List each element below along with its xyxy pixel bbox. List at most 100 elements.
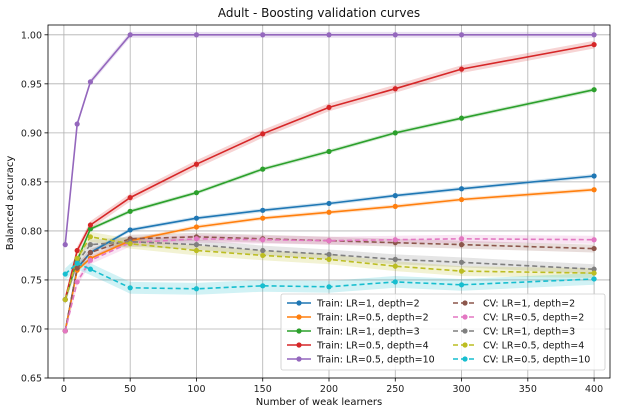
y-axis-title: Balanced accuracy [5,156,16,251]
series-line-7 [64,237,595,332]
x-tick-label: 300 [452,384,470,395]
data-point-s1-p4 [127,227,133,233]
y-tick-label: 0.85 [21,177,42,188]
data-point-s1-p9 [458,186,465,192]
data-point-s8-p5 [193,242,200,248]
data-point-s10-p8 [392,279,398,285]
data-point-s9-p7 [326,256,332,262]
data-point-s7-p6 [260,237,266,243]
data-point-s1-p10 [591,173,597,179]
data-point-s5-p7 [326,32,332,38]
data-point-s10-p1 [62,271,68,277]
x-tick-label: 400 [585,384,603,395]
series-line-8 [64,240,595,300]
legend-marker-8 [462,328,468,334]
data-point-s9-p9 [458,268,465,274]
legend-marker-9 [462,342,468,348]
legend-marker-2 [296,314,302,320]
legend-label-2: Train: LR=0.5, depth=2 [316,313,429,324]
legend-marker-10 [462,356,468,362]
x-tick-label: 150 [254,384,272,395]
data-point-s10-p9 [458,282,465,288]
data-point-s3-p9 [458,115,465,121]
data-point-s7-p2 [74,279,80,285]
data-point-s6-p10 [591,245,597,252]
data-point-s5-p3 [87,79,94,85]
data-point-s7-p8 [392,237,398,243]
legend-box [280,293,606,371]
legend-label-9: CV: LR=0.5, depth=4 [483,341,584,352]
series-line-5 [64,33,595,245]
data-point-s2-p5 [193,224,200,230]
legend-label-7: CV: LR=0.5, depth=2 [483,313,584,324]
data-point-s9-p1 [62,296,68,303]
y-tick-label: 0.90 [21,128,42,139]
data-point-s1-p5 [193,215,200,221]
series-line-9 [64,235,595,300]
legend-label-5: Train: LR=0.5, depth=10 [316,355,435,366]
data-point-s6-p3 [87,249,94,256]
data-point-s3-p6 [260,166,266,172]
legend-label-1: Train: LR=1, depth=2 [316,299,420,310]
data-point-s3-p3 [87,226,94,232]
data-point-s6-p2 [74,265,80,271]
series-markers [62,32,597,334]
legend-marker-6 [462,300,468,306]
data-point-s6-p9 [458,242,465,248]
chart-title: Adult - Boosting validation curves [218,6,420,20]
data-point-s10-p5 [193,286,200,292]
y-tick-label: 0.75 [21,275,42,286]
data-point-s4-p8 [392,86,398,92]
data-point-s4-p10 [591,42,597,48]
data-point-s9-p5 [193,247,200,254]
data-point-s8-p7 [326,251,332,258]
data-point-s1-p7 [326,200,332,207]
data-point-s4-p6 [260,131,266,137]
x-tick-label: 100 [187,384,205,395]
data-point-s2-p9 [458,196,465,203]
data-point-s2-p10 [591,187,597,193]
x-axis-title: Number of weak learners [256,397,382,408]
data-point-s4-p4 [127,194,133,201]
legend-label-6: CV: LR=1, depth=2 [483,299,575,310]
data-point-s9-p8 [392,263,398,269]
data-point-s9-p4 [127,241,133,247]
plot-frame [47,24,611,379]
data-point-s5-p10 [591,32,597,38]
data-point-s4-p3 [87,222,94,228]
data-point-s4-p9 [458,66,465,72]
data-point-s10-p2 [74,260,80,266]
data-point-s5-p5 [193,32,200,38]
data-point-s3-p10 [591,87,597,93]
x-tick-label: 0 [61,384,67,395]
data-point-s5-p9 [458,32,465,38]
data-point-s7-p3 [87,257,94,263]
legend-label-10: CV: LR=0.5, depth=10 [483,355,590,366]
data-point-s5-p6 [260,32,266,38]
x-tick-label: 250 [386,384,404,395]
data-point-s8-p6 [260,247,266,254]
data-point-s10-p7 [326,284,332,290]
data-point-s5-p8 [392,32,398,38]
legend: Train: LR=1, depth=2 Train: LR=0.5, depth… [280,293,606,371]
data-point-s8-p3 [87,242,94,248]
data-point-s3-p5 [193,190,200,196]
series-line-6 [64,235,595,332]
data-point-s10-p6 [260,283,266,289]
data-point-s2-p6 [260,215,266,221]
series-line-4 [64,43,595,300]
data-point-s9-p2 [74,255,80,261]
legend-marker-4 [296,342,302,348]
data-point-s7-p9 [458,236,465,242]
data-point-s7-p10 [591,237,597,243]
data-point-s4-p5 [193,161,200,167]
data-point-s9-p3 [87,234,94,240]
legend-marker-1 [296,300,302,306]
data-point-s1-p8 [392,193,398,199]
y-tick-label: 0.65 [21,374,42,385]
data-point-s10-p10 [591,276,597,282]
data-point-s7-p7 [326,238,332,244]
y-tick-label: 0.80 [21,226,42,237]
data-point-s8-p10 [591,266,597,272]
